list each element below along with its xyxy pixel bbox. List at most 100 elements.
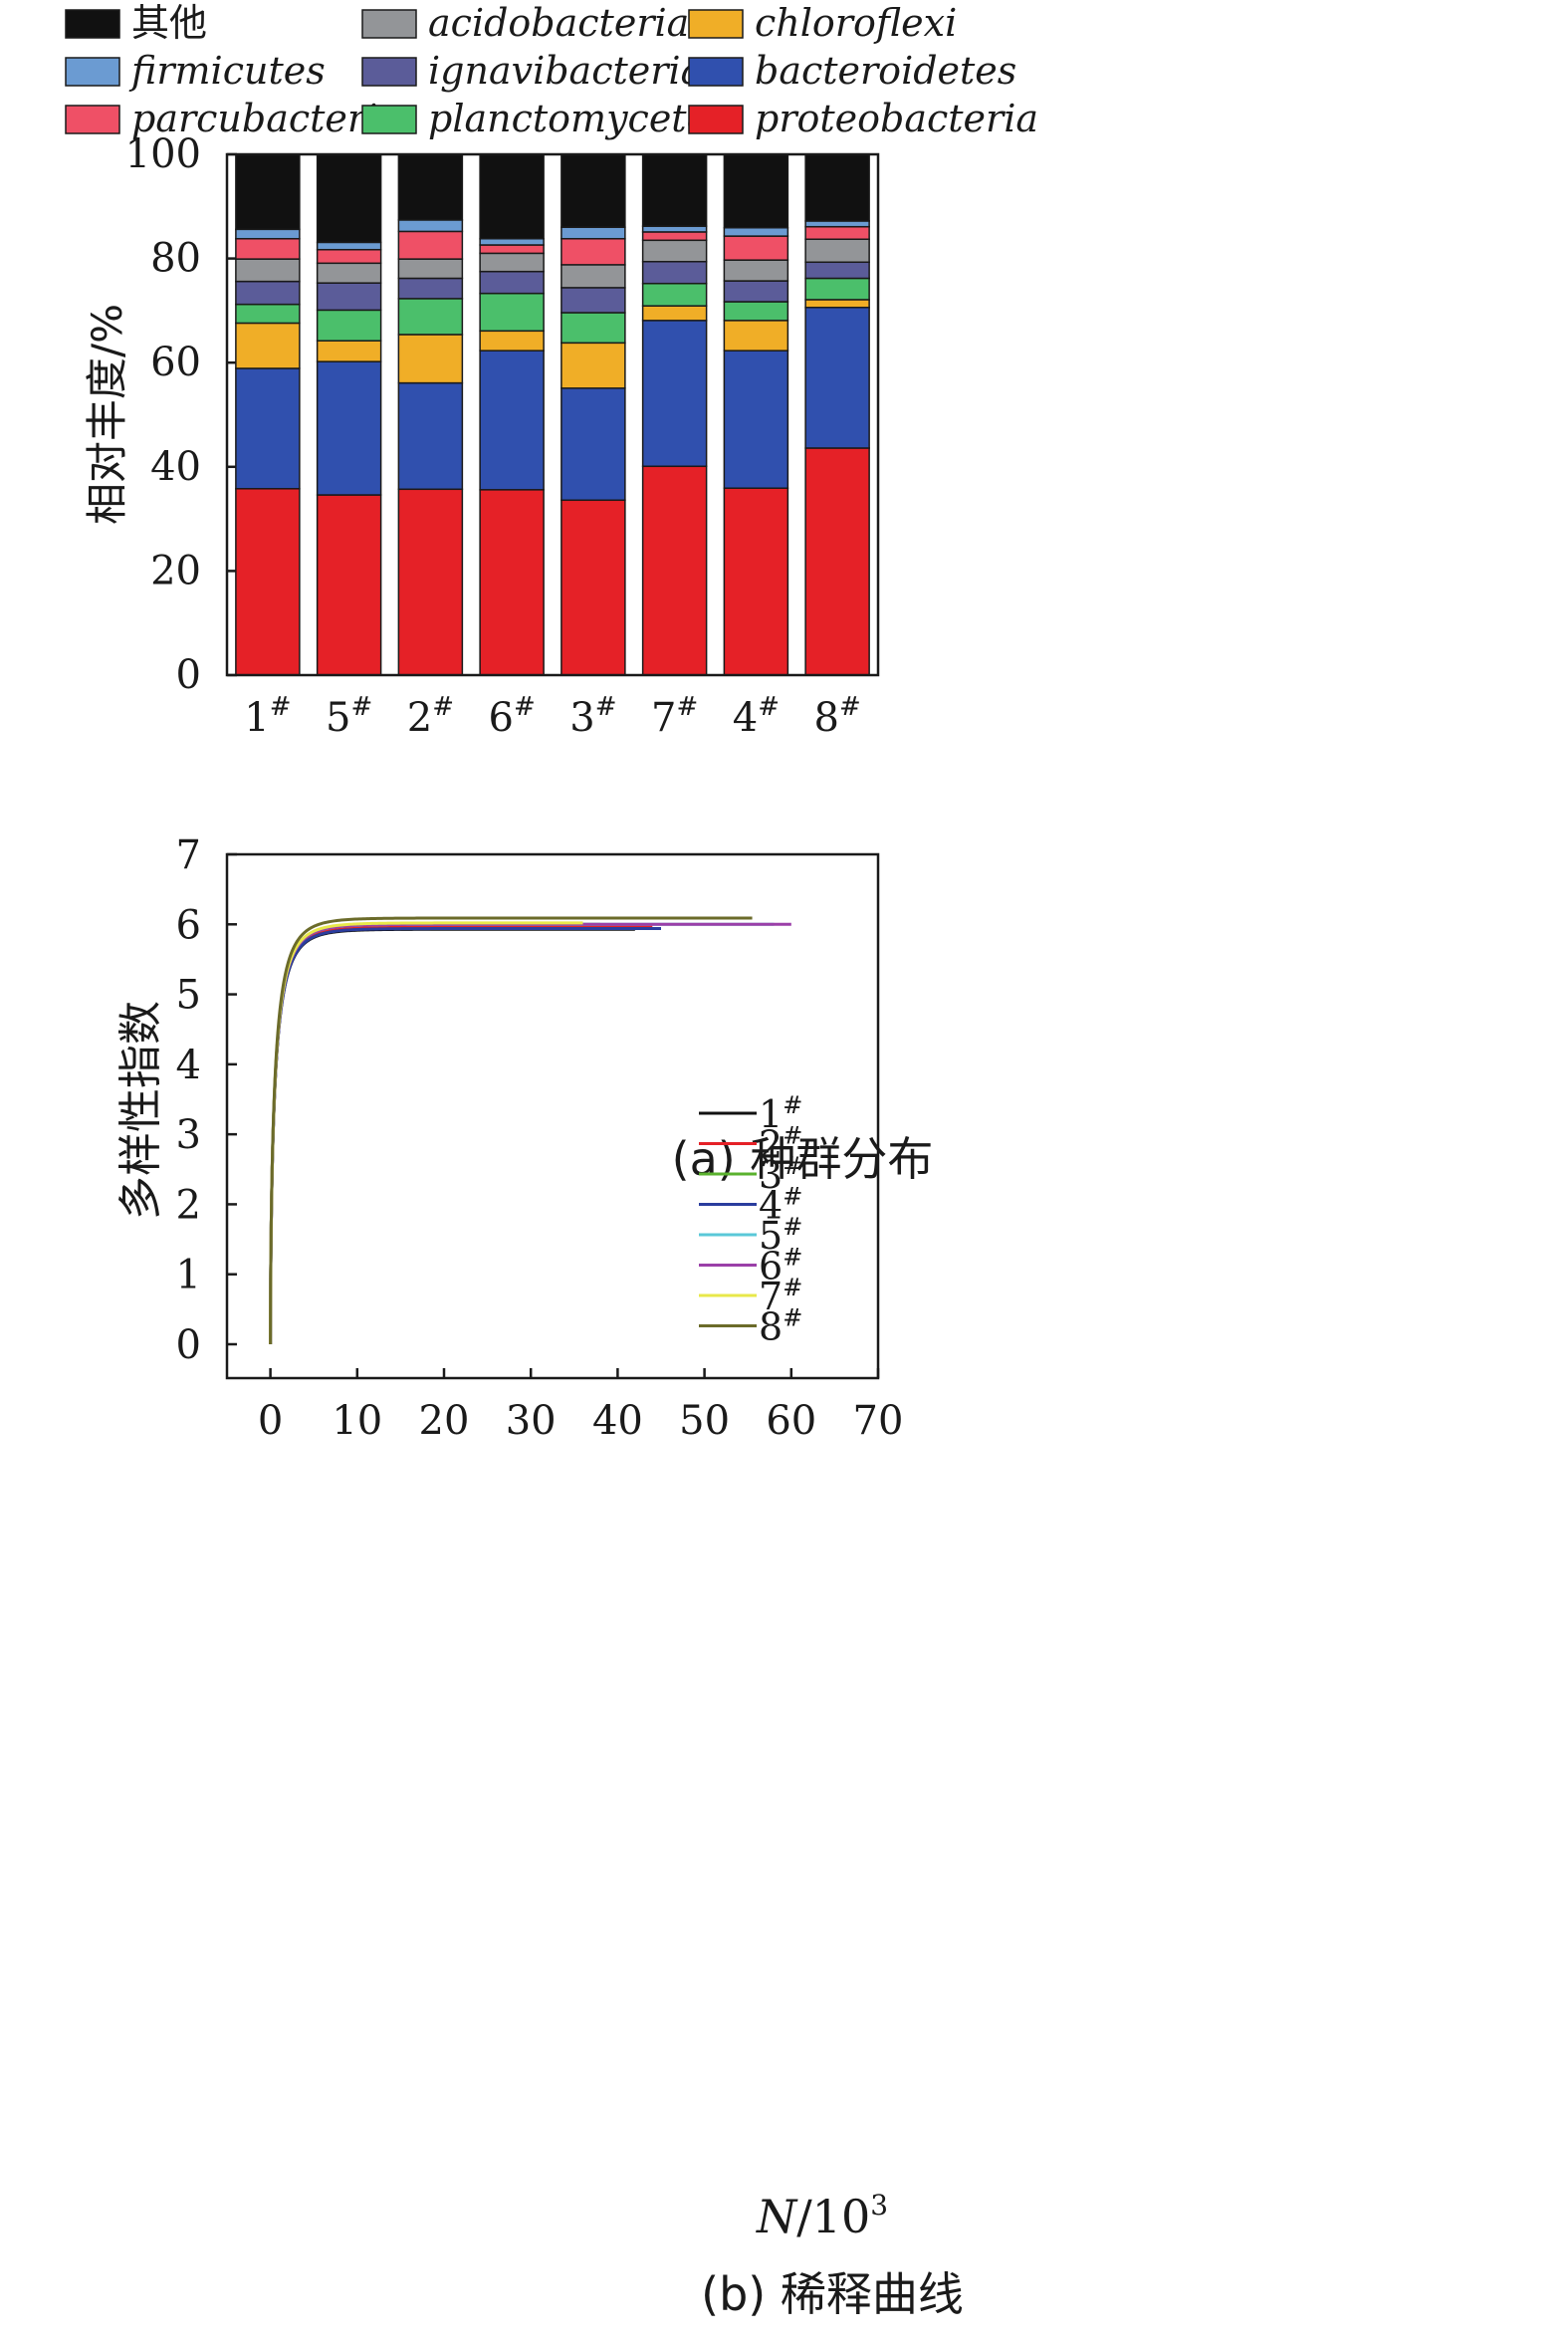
bar-segment-parcubacteria-8 [804, 225, 870, 240]
legend-label: 6# [759, 1244, 802, 1289]
bar-segment-ignavibacteriae-8 [804, 261, 870, 280]
bar-segment-parcubacteria-3 [560, 237, 626, 266]
bar-segment-planctomycetes-3 [560, 312, 626, 345]
bar-segment-proteobacteria-2 [397, 488, 464, 676]
legend-swatch [65, 105, 120, 134]
legend-item-6: 6# [699, 1244, 802, 1289]
bar-segment-planctomycetes-1 [235, 303, 301, 325]
y-tick-label: 1 [176, 1253, 201, 1298]
line-chart-legend: 1#2#3#4#5#6#7#8# [699, 1091, 802, 1349]
bar-segment-chloroflexi-4 [723, 320, 789, 352]
bar-segment-acidobacteria-8 [804, 238, 870, 264]
legend-swatch [361, 57, 417, 87]
stacked-bar-chart-panel: 其他 acidobacteria chloroflexi firmicutes igna… [65, 1, 1038, 1186]
y-tick-label: 3 [176, 1112, 201, 1158]
x-axis-unit: /10 [796, 2190, 870, 2243]
y-tick-label: 4 [176, 1043, 201, 1088]
legend-swatch [361, 105, 417, 134]
bar-segment-chloroflexi-7 [641, 305, 708, 322]
bar-segment-planctomycetes-8 [804, 277, 870, 301]
bar-chart-caption: (a) 种群分布 [672, 1132, 934, 1186]
legend-label: ignavibacteriae [428, 49, 726, 93]
bar-segment-acidobacteria-1 [235, 258, 301, 283]
bar-segment-parcubacteria-4 [723, 235, 789, 261]
bar-segment-ignavibacteriae-2 [397, 277, 464, 300]
x-tick-label: 40 [592, 1398, 643, 1444]
bar-segment-chloroflexi-5 [316, 340, 382, 362]
x-tick-label: 30 [506, 1398, 557, 1444]
x-tick-label: 5# [326, 692, 372, 741]
bar-segment-ignavibacteriae-1 [235, 280, 301, 306]
bar-segment-firmicutes-7 [641, 225, 708, 233]
x-tick-suffix: # [432, 692, 454, 722]
legend-item-3: 3# [699, 1152, 802, 1197]
legend-suffix: # [783, 1091, 802, 1119]
y-tick-label: 0 [176, 652, 201, 698]
legend-label: chloroflexi [755, 1, 957, 45]
rarefaction-curve-3 [269, 922, 600, 1344]
bar-segment-ignavibacteriae-4 [723, 280, 789, 303]
legend-label: 3# [759, 1152, 802, 1197]
line-chart-x-axis-label: N/103 [756, 2189, 888, 2243]
x-tick-number: 3 [569, 695, 594, 741]
rarefaction-curves [269, 916, 791, 1344]
bar-segment-bacteroidetes-4 [723, 350, 789, 489]
legend-item-ignavibacteriae: ignavibacteriae [361, 49, 726, 93]
bar-segment-proteobacteria-7 [641, 465, 708, 676]
legend-swatch [65, 9, 120, 39]
x-tick-label: 1# [244, 692, 291, 741]
legend-label: 8# [759, 1304, 802, 1349]
bar-segment-firmicutes-6 [479, 237, 545, 246]
legend-swatch [688, 57, 744, 87]
x-tick-label: 7# [651, 692, 698, 741]
line-chart-caption: (b) 稀释曲线 [701, 2267, 964, 2321]
legend-item-parcubacteria: parcubacteria [65, 97, 400, 140]
legend-suffix: # [783, 1244, 802, 1272]
x-tick-label: 8# [814, 692, 861, 741]
legend-label: 5# [759, 1213, 802, 1258]
x-tick-number: 7 [651, 695, 676, 741]
bar-segment-bacteroidetes-7 [641, 320, 708, 468]
x-tick-label: 4# [733, 692, 780, 741]
x-tick-label: 6# [489, 692, 536, 741]
y-tick-label: 5 [176, 973, 201, 1019]
y-tick-label: 20 [150, 548, 201, 593]
legend-label: planctomycetes [428, 97, 729, 140]
bar-segment-bacteroidetes-8 [804, 307, 870, 449]
rarefaction-curve-2 [269, 924, 653, 1344]
legend-number: 3 [759, 1153, 783, 1197]
bar-chart-y-ticks: 0 20 40 60 80 100 [125, 131, 237, 698]
y-tick-label: 7 [176, 832, 201, 878]
legend-number: 4 [759, 1184, 783, 1228]
bar-segment-parcubacteria-5 [316, 248, 382, 265]
legend-number: 8 [759, 1305, 783, 1349]
x-tick-number: 6 [489, 695, 514, 741]
bar-segment-proteobacteria-6 [479, 489, 545, 676]
bar-segment-parcubacteria-6 [479, 244, 545, 255]
legend-number: 7 [759, 1275, 783, 1318]
bar-segment-bacteroidetes-5 [316, 360, 382, 496]
x-tick-label: 2# [407, 692, 454, 741]
legend-suffix: # [783, 1274, 802, 1301]
legend-suffix: # [783, 1213, 802, 1241]
legend-item-5: 5# [699, 1213, 802, 1258]
legend-item-8: 8# [699, 1304, 802, 1349]
legend-label: 其他 [131, 1, 207, 45]
bar-segment-bacteroidetes-6 [479, 350, 545, 491]
legend-number: 5 [759, 1214, 783, 1258]
legend-item-proteobacteria: proteobacteria [688, 97, 1038, 140]
bar-segment-firmicutes-3 [560, 226, 626, 240]
legend-swatch [688, 105, 744, 134]
legend-item-7: 7# [699, 1274, 802, 1318]
legend-item-firmicutes: firmicutes [65, 49, 326, 93]
x-tick-number: 2 [407, 695, 432, 741]
bar-segment-planctomycetes-4 [723, 301, 789, 322]
bar-segment-planctomycetes-5 [316, 309, 382, 342]
x-tick-suffix: # [676, 692, 698, 722]
bar-segment-chloroflexi-8 [804, 299, 870, 309]
bar-segment-other-2 [397, 153, 464, 221]
bar-segment-proteobacteria-3 [560, 499, 626, 676]
x-tick-number: 4 [733, 695, 758, 741]
bar-segment-other-3 [560, 153, 626, 228]
